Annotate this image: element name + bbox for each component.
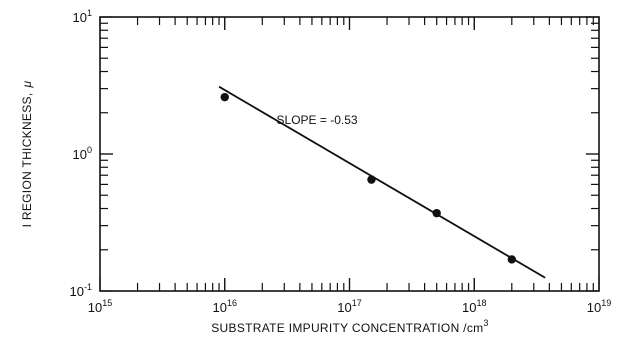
data-point — [432, 208, 441, 218]
annotations: SLOPE = -0.53 — [277, 113, 358, 127]
x-tick-label-exp: 19 — [601, 298, 611, 308]
x-tick-label: 1019 — [587, 298, 611, 315]
x-axis-title-text: SUBSTRATE IMPURITY CONCENTRATION / — [211, 321, 467, 335]
fit-line — [218, 85, 546, 279]
x-axis-title: SUBSTRATE IMPURITY CONCENTRATION /cm3 — [211, 318, 488, 335]
x-tick-label: 1016 — [213, 298, 237, 315]
x-tick-label-exp: 18 — [476, 298, 486, 308]
x-axis-unit-exp: 3 — [483, 318, 488, 328]
minor-ticks — [99, 16, 600, 292]
x-axis-unit-base: cm — [467, 321, 484, 335]
x-tick-label-exp: 16 — [227, 298, 237, 308]
y-axis-title: I REGION THICKNESS, μ — [20, 81, 34, 228]
data-point — [507, 255, 517, 264]
data-point — [367, 175, 376, 184]
y-tick-label-base: 10 — [73, 10, 87, 25]
y-tick-label: 101 — [73, 8, 92, 25]
x-tick-labels: 1015 1016 1017 1018 1019 — [88, 298, 611, 315]
data-points — [220, 92, 517, 264]
x-tick-label-exp: 15 — [102, 298, 112, 308]
x-tick-label-base: 10 — [213, 300, 227, 315]
data-point — [220, 92, 229, 102]
x-tick-label: 1017 — [337, 298, 361, 315]
y-tick-label-exp: 0 — [87, 145, 92, 155]
x-tick-label-exp: 17 — [352, 298, 362, 308]
y-tick-label-base: 10 — [70, 284, 84, 299]
x-tick-label-base: 10 — [88, 300, 102, 315]
y-axis-title-symbol: μ — [20, 81, 34, 89]
y-tick-label-exp: -1 — [84, 282, 92, 292]
y-axis-title-text: I REGION THICKNESS, — [20, 93, 34, 228]
x-tick-label-base: 10 — [462, 300, 476, 315]
x-tick-label: 1018 — [462, 298, 486, 315]
y-tick-label-base: 10 — [73, 147, 87, 162]
y-tick-label: 100 — [73, 145, 92, 162]
slope-annotation: SLOPE = -0.53 — [277, 113, 358, 127]
x-tick-label-base: 10 — [587, 300, 601, 315]
x-tick-label: 1015 — [88, 298, 112, 315]
x-tick-label-base: 10 — [337, 300, 351, 315]
y-tick-label-exp: 1 — [87, 8, 92, 18]
fit-lines — [218, 85, 546, 279]
plot-frame — [99, 16, 600, 292]
y-tick-label: 10-1 — [70, 282, 92, 299]
